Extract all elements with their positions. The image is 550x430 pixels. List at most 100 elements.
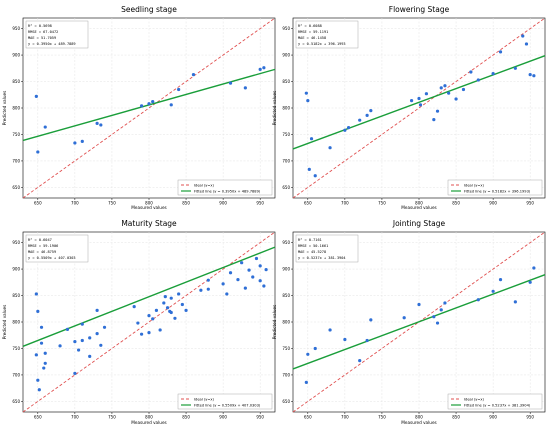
data-point [262, 66, 266, 70]
y-tick-label: 950 [12, 240, 20, 245]
y-tick-label: 750 [12, 132, 20, 137]
stat-equation: y = 0.5182x + 396.1993 [298, 42, 346, 46]
data-point [228, 271, 233, 275]
panel-flowering: Flowering Stage 650 700 750 800 850 900 950 65… [272, 5, 546, 210]
x-axis-label: Measured values [131, 205, 166, 210]
legend: Ideal (y=x) Fitted line (y = 0.3950x + 4… [177, 179, 273, 196]
data-points [304, 266, 536, 384]
data-point [206, 287, 210, 291]
data-point [154, 308, 159, 312]
stats-box: R² = 0.5698 RMSE = 67.0472 MAE = 51.7059… [25, 20, 89, 49]
data-point [132, 305, 136, 309]
data-point [417, 96, 421, 101]
x-axis-label: Measured values [131, 420, 166, 425]
x-tick-label: 750 [378, 201, 386, 206]
x-tick-label: 700 [341, 415, 349, 420]
data-point [102, 325, 107, 329]
stat-r2: R² = 0.5698 [28, 24, 52, 28]
data-point [99, 343, 103, 347]
data-point [254, 256, 259, 261]
data-point [439, 308, 443, 312]
data-point [343, 128, 347, 132]
data-point [417, 302, 421, 307]
data-point [258, 279, 262, 283]
data-point [169, 310, 173, 315]
stats-box: R² = 0.6088 RMSE = 59.1191 MAE = 46.1458… [295, 20, 359, 49]
data-point [454, 97, 458, 101]
data-point [139, 104, 144, 108]
x-tick-label: 800 [145, 201, 153, 206]
legend-ideal: Ideal (y=x) [464, 397, 485, 401]
y-tick-label: 650 [12, 185, 20, 190]
legend-fit: Fitted line (y = 0.5182x + 396.1993) [464, 189, 531, 193]
legend: Ideal (y=x) Fitted line (y = 0.5237x + 3… [447, 393, 543, 410]
x-tick-label: 950 [256, 415, 264, 420]
data-point [228, 81, 233, 85]
panel-seedling: Seedling stage 650 700 750 800 850 900 950 650… [2, 5, 276, 210]
data-point [307, 167, 311, 172]
chart-title: Seedling stage [121, 5, 177, 14]
data-point [73, 371, 77, 375]
y-tick-label: 850 [12, 79, 20, 84]
y-ticks: 650 700 750 800 850 900 950 [282, 26, 293, 190]
y-axis-label: Predicted values [272, 91, 277, 126]
x-tick-label: 700 [341, 201, 349, 206]
data-point [491, 289, 495, 293]
x-tick-label: 800 [415, 201, 423, 206]
stats-box: R² = 0.6047 RMSE = 59.1906 MAE = 46.8759… [25, 234, 89, 263]
y-tick-label: 650 [12, 399, 20, 404]
x-tick-label: 850 [182, 201, 190, 206]
data-point [151, 100, 155, 104]
data-point [80, 322, 84, 326]
data-point [262, 284, 266, 288]
data-point [225, 292, 229, 296]
data-point [532, 266, 536, 270]
data-point [524, 42, 529, 46]
x-tick-label: 950 [256, 201, 264, 206]
y-tick-label: 700 [282, 158, 290, 163]
data-point [528, 280, 532, 284]
y-tick-label: 900 [12, 52, 20, 57]
data-point [306, 98, 310, 103]
x-tick-label: 650 [34, 415, 42, 420]
data-point [264, 267, 268, 272]
chart-title: Flowering Stage [389, 5, 450, 14]
data-point [243, 86, 247, 90]
ideal-line [22, 231, 276, 413]
data-point [165, 306, 170, 310]
y-tick-label: 900 [282, 266, 290, 271]
y-axis-label: Predicted values [2, 305, 7, 340]
data-point [243, 286, 247, 290]
stat-rmse: RMSE = 50.1661 [298, 244, 328, 248]
data-point [240, 261, 244, 265]
panel-jointing: Jointing Stage 650 700 750 800 850 900 950 650… [272, 219, 546, 425]
data-point [498, 278, 503, 282]
y-tick-label: 800 [282, 319, 290, 324]
data-point [73, 339, 77, 344]
y-tick-label: 800 [282, 105, 290, 110]
y-ticks: 650 700 750 800 850 900 950 [282, 240, 293, 404]
stat-r2: R² = 0.6088 [298, 24, 322, 28]
data-point [180, 302, 184, 307]
stat-rmse: RMSE = 59.1191 [298, 30, 328, 34]
legend-fit: Fitted line (y = 0.5237x + 381.3904) [464, 403, 531, 407]
y-ticks: 650 700 750 800 850 900 950 [12, 240, 23, 404]
data-point [343, 337, 347, 342]
x-ticks: 650 700 750 800 850 900 950 [34, 412, 264, 420]
data-point [461, 87, 466, 92]
data-points [34, 66, 266, 154]
y-tick-label: 850 [12, 293, 20, 298]
data-point [80, 338, 84, 343]
stat-mae: MAE = 46.1458 [298, 36, 326, 40]
x-tick-label: 650 [304, 201, 312, 206]
x-tick-label: 650 [304, 415, 312, 420]
y-tick-label: 800 [12, 319, 20, 324]
stats-box: R² = 0.7161 RMSE = 50.1661 MAE = 45.5278… [295, 234, 359, 263]
data-point [491, 71, 495, 76]
data-point [147, 314, 151, 318]
data-point [58, 344, 62, 348]
data-point [43, 351, 47, 355]
data-point [88, 336, 92, 340]
y-tick-label: 950 [282, 26, 290, 31]
